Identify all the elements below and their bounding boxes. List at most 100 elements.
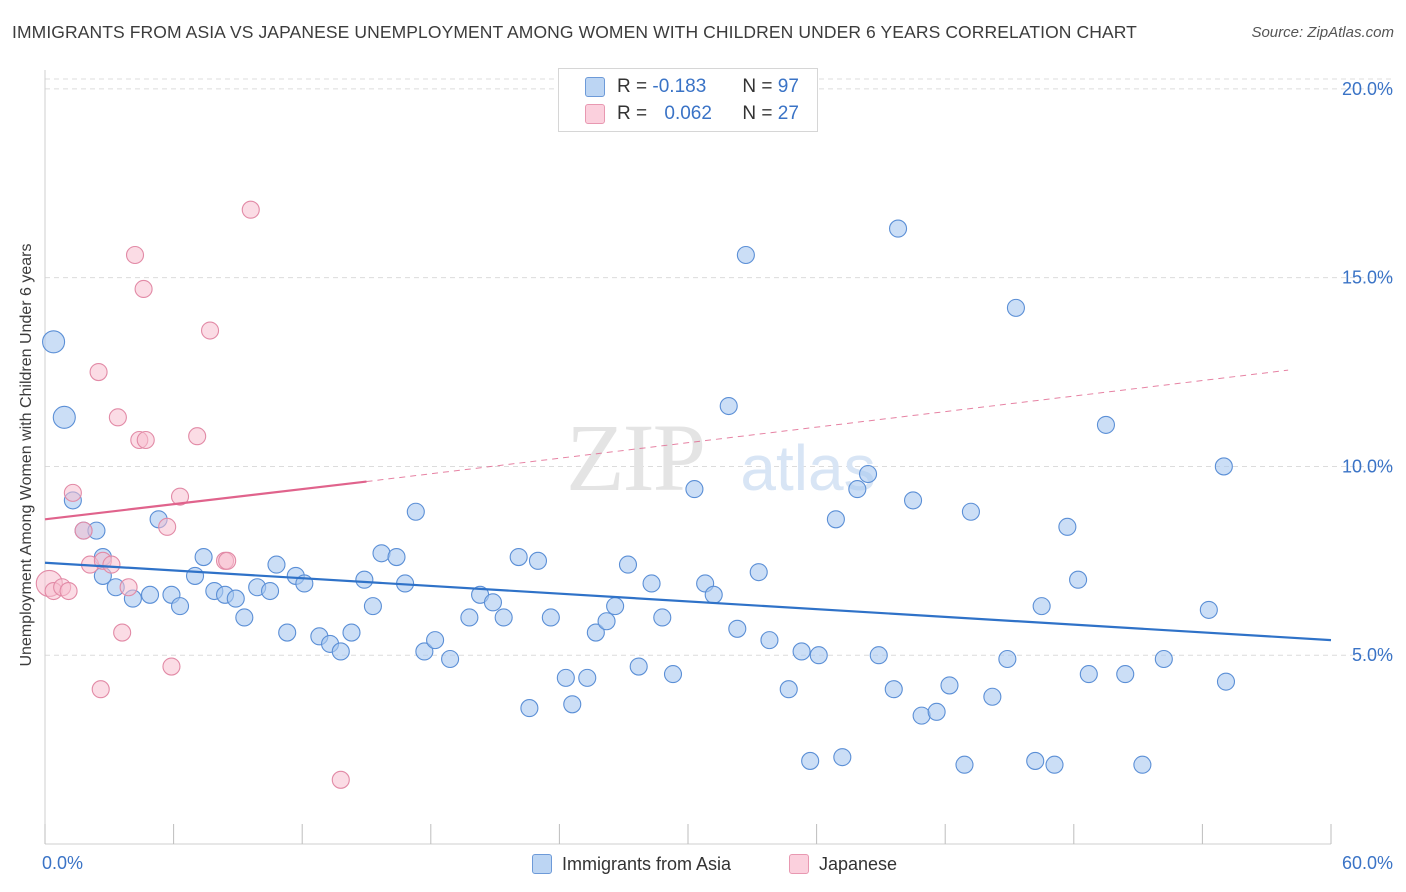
data-point-asia (331, 642, 350, 661)
trendline-asia (44, 561, 1332, 642)
data-point-asia (372, 544, 391, 563)
data-point-asia (1006, 298, 1025, 317)
data-point-japanese (108, 408, 127, 427)
data-point-asia (426, 631, 445, 650)
data-point-asia (1045, 755, 1064, 774)
data-point-asia (801, 751, 820, 770)
watermark-zip: ZIP (566, 404, 704, 511)
data-point-asia (387, 548, 406, 567)
data-point-asia (760, 631, 779, 650)
data-point-asia (1214, 457, 1233, 476)
data-point-asia (792, 642, 811, 661)
data-point-asia (618, 555, 638, 574)
legend-r-value: 0.062 (664, 102, 712, 124)
data-point-japanese (134, 279, 153, 299)
data-point-asia (927, 702, 946, 721)
data-point-asia (460, 608, 479, 627)
data-point-asia (728, 619, 747, 638)
legend-n-label: N = (742, 75, 773, 97)
trendlines (44, 369, 1332, 642)
data-point-asia (826, 510, 845, 529)
data-point-asia (1058, 517, 1077, 536)
data-point-asia (597, 612, 616, 631)
data-point-asia (42, 330, 66, 354)
bottom-legend-swatch-japanese (789, 854, 809, 874)
data-point-asia (1199, 600, 1218, 619)
data-point-asia (140, 585, 160, 604)
bottom-legend-asia: Immigrants from Asia (532, 852, 731, 876)
data-point-asia (704, 585, 723, 604)
data-point-asia (494, 608, 513, 627)
data-point-asia (653, 608, 672, 627)
data-point-asia (719, 396, 738, 416)
data-point-japanese (218, 551, 237, 570)
data-point-japanese (162, 657, 181, 676)
data-point-asia (267, 555, 286, 574)
data-point-japanese (89, 362, 108, 382)
data-point-asia (441, 649, 460, 669)
y-axis-label: Unemployment Among Women with Children U… (18, 243, 35, 667)
x-tick-label: 60.0% (1342, 853, 1393, 873)
gridlines (45, 78, 1393, 656)
data-point-asia (869, 646, 888, 665)
data-point-japanese (63, 483, 82, 502)
data-point-asia (1032, 597, 1051, 616)
data-point-asia (779, 680, 798, 699)
data-point-japanese (158, 517, 177, 536)
data-point-asia (955, 755, 974, 774)
axes (44, 70, 1332, 845)
data-point-asia (606, 597, 625, 616)
data-point-asia (483, 593, 503, 612)
data-point-asia (833, 748, 852, 767)
data-point-asia (1154, 649, 1173, 669)
data-point-japanese (125, 245, 145, 265)
data-point-asia (888, 219, 908, 238)
legend-row-asia: R = -0.183 N = 97 (559, 73, 799, 100)
tick-labels: 5.0% 10.0% 15.0% 20.0% 0.0% 60.0% (42, 79, 1393, 873)
data-point-asia (685, 480, 704, 499)
watermark: ZIP atlas (566, 404, 876, 511)
data-point-asia (1116, 665, 1135, 684)
data-point-asia (406, 502, 425, 521)
data-point-asia (541, 608, 560, 627)
data-point-asia (509, 548, 528, 567)
legend-swatch-japanese (585, 103, 605, 124)
legend-n-value: 97 (777, 75, 799, 97)
y-tick-label: 5.0% (1352, 645, 1393, 665)
data-point-japanese (91, 680, 110, 699)
legend-r-label: R = (617, 102, 648, 124)
data-point-asia (260, 581, 280, 601)
bottom-legend-label-asia: Immigrants from Asia (562, 853, 732, 874)
data-point-japanese (170, 487, 190, 506)
data-point-japanese (241, 200, 260, 219)
series-japanese (35, 200, 350, 789)
data-point-asia (998, 649, 1017, 669)
data-point-asia (1216, 672, 1236, 691)
legend-r-label: R = (617, 75, 648, 97)
data-point-asia (961, 502, 980, 521)
y-tick-label: 20.0% (1342, 79, 1393, 99)
data-point-asia (912, 706, 931, 725)
data-point-japanese (331, 770, 350, 789)
data-point-asia (848, 480, 867, 499)
data-point-asia (809, 646, 828, 665)
data-point-asia (578, 668, 597, 687)
data-point-asia (185, 566, 205, 585)
data-point-asia (629, 657, 648, 676)
data-point-asia (1133, 755, 1152, 774)
data-point-asia (642, 574, 661, 593)
data-point-japanese (200, 321, 220, 340)
correlation-legend: R = -0.183 N = 97 R = 0.062 N = 27 (558, 68, 818, 132)
bottom-legend-japanese: Japanese (789, 852, 897, 876)
legend-n-value: 27 (777, 102, 799, 124)
data-point-asia (170, 597, 190, 616)
data-point-japanese (74, 521, 93, 540)
data-point-japanese (136, 430, 155, 450)
data-point-asia (278, 623, 297, 642)
data-point-asia (736, 245, 755, 265)
data-point-asia (940, 676, 959, 695)
legend-r-value: -0.183 (652, 75, 707, 97)
data-point-asia (563, 695, 582, 714)
data-point-asia (355, 570, 374, 589)
